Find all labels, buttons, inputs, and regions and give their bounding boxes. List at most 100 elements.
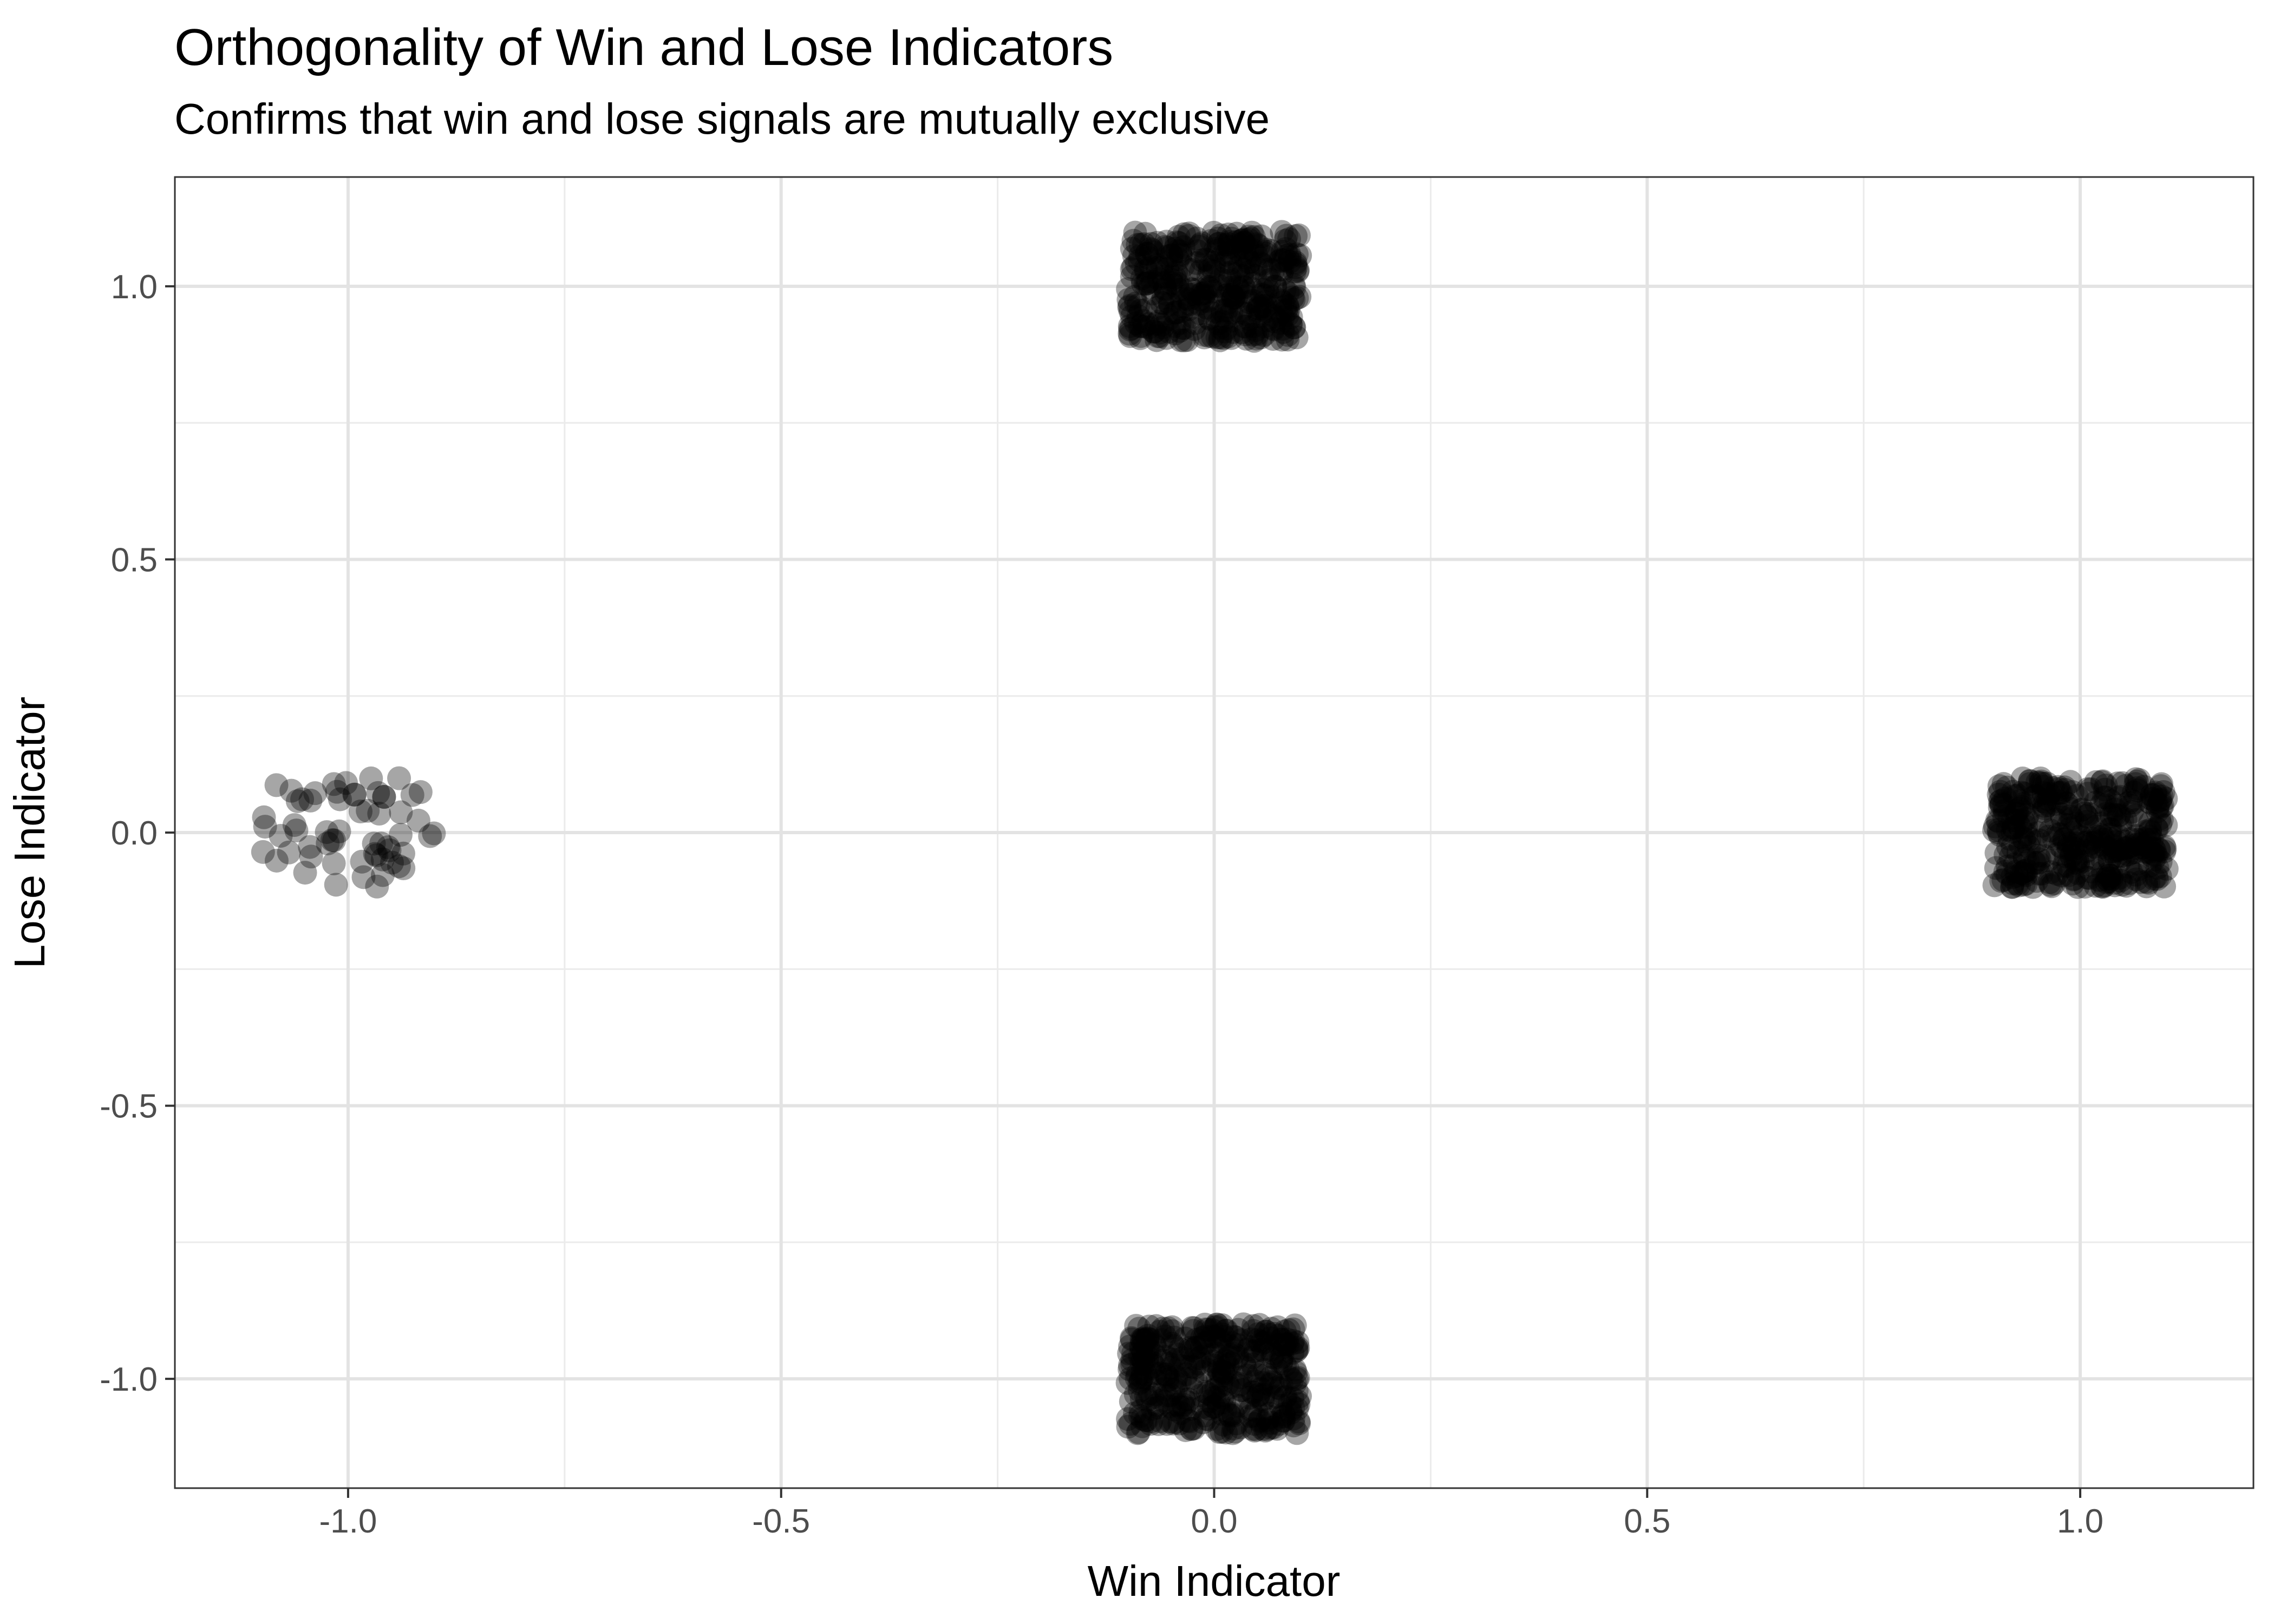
data-point xyxy=(1262,1415,1286,1439)
data-point xyxy=(2009,795,2034,819)
data-point xyxy=(2099,839,2123,863)
data-point xyxy=(2147,807,2172,831)
data-point xyxy=(2046,775,2070,799)
data-point xyxy=(2046,781,2070,805)
data-point xyxy=(2024,830,2048,854)
data-point xyxy=(2121,780,2146,804)
data-point xyxy=(325,780,349,804)
data-point xyxy=(1191,1410,1216,1435)
data-point xyxy=(1285,1397,1309,1421)
data-point xyxy=(298,788,323,813)
data-point xyxy=(1243,1369,1267,1393)
data-point xyxy=(1185,226,1209,251)
data-point xyxy=(1190,1395,1214,1419)
data-point xyxy=(1168,328,1193,352)
data-point xyxy=(1138,1381,1162,1406)
data-point xyxy=(1189,1383,1213,1407)
data-point xyxy=(2050,835,2074,860)
data-point xyxy=(1254,1417,1279,1442)
data-point xyxy=(1192,1403,1217,1427)
data-point xyxy=(1169,287,1194,311)
data-point xyxy=(1156,1316,1180,1340)
data-point xyxy=(1237,224,1261,248)
data-point xyxy=(2105,794,2129,818)
data-point xyxy=(1137,246,1161,270)
data-point xyxy=(2021,875,2045,899)
data-point xyxy=(1216,283,1240,307)
data-point xyxy=(2037,870,2062,894)
data-point xyxy=(1240,1380,1264,1404)
data-point xyxy=(1210,1385,1234,1410)
data-point xyxy=(1164,1365,1188,1390)
data-point xyxy=(2084,830,2108,854)
data-point xyxy=(1179,1417,1204,1441)
data-point xyxy=(1152,1377,1177,1401)
data-point xyxy=(1207,1358,1231,1382)
data-point xyxy=(1181,1339,1205,1363)
data-point xyxy=(2082,846,2107,870)
data-point xyxy=(1133,221,1158,246)
data-point xyxy=(1217,1345,1241,1370)
data-point xyxy=(2126,852,2150,876)
data-point xyxy=(2046,822,2070,847)
data-point xyxy=(1264,1384,1289,1409)
data-point xyxy=(1220,1421,1245,1445)
data-point xyxy=(1135,241,1159,266)
data-point xyxy=(293,861,317,885)
data-point xyxy=(2152,874,2177,899)
data-point xyxy=(1129,314,1153,338)
data-point xyxy=(2133,827,2157,851)
data-point xyxy=(1259,239,1283,263)
data-point xyxy=(1255,1408,1279,1432)
data-point xyxy=(1131,271,1155,296)
data-point xyxy=(1251,293,1275,318)
data-point xyxy=(2148,787,2173,811)
x-axis-title: Win Indicator xyxy=(1088,1557,1341,1605)
data-point xyxy=(1119,1412,1143,1436)
data-point xyxy=(1269,1373,1293,1398)
data-point xyxy=(1207,274,1231,298)
data-point xyxy=(1196,276,1220,300)
data-point xyxy=(1272,1409,1296,1433)
data-point xyxy=(1162,265,1187,290)
data-point xyxy=(2012,827,2036,851)
data-point xyxy=(1151,265,1175,289)
data-point xyxy=(1208,223,1233,247)
data-point xyxy=(2096,862,2120,886)
data-point xyxy=(2098,822,2122,847)
data-point xyxy=(1146,1412,1171,1436)
data-point xyxy=(1150,253,1174,277)
data-point xyxy=(285,789,310,813)
data-point xyxy=(1205,1313,1229,1337)
data-point xyxy=(1253,1319,1278,1344)
data-point xyxy=(365,874,389,899)
data-point xyxy=(1145,296,1169,320)
data-point xyxy=(2050,806,2074,830)
data-point xyxy=(1232,276,1256,300)
data-point xyxy=(2016,803,2040,827)
data-point xyxy=(1216,324,1240,349)
data-point xyxy=(1156,319,1181,344)
data-point xyxy=(2003,852,2027,876)
data-point xyxy=(1273,1319,1297,1344)
data-point xyxy=(2068,824,2092,848)
data-point xyxy=(1195,1380,1220,1405)
data-point xyxy=(1142,319,1166,344)
data-point xyxy=(2062,867,2086,891)
data-point xyxy=(1224,1411,1249,1436)
data-point xyxy=(1165,300,1190,325)
data-point xyxy=(1160,1319,1185,1344)
data-point xyxy=(1190,1335,1214,1359)
data-point xyxy=(2090,875,2115,899)
data-point xyxy=(1261,1371,1285,1395)
data-point xyxy=(2030,814,2054,838)
data-point xyxy=(2083,874,2108,898)
data-point xyxy=(2072,801,2096,826)
data-point xyxy=(1171,294,1195,319)
data-point xyxy=(1116,277,1140,302)
data-point xyxy=(1994,843,2018,867)
data-point xyxy=(1271,1409,1295,1433)
data-point xyxy=(1259,1411,1284,1435)
data-point xyxy=(2108,814,2133,839)
